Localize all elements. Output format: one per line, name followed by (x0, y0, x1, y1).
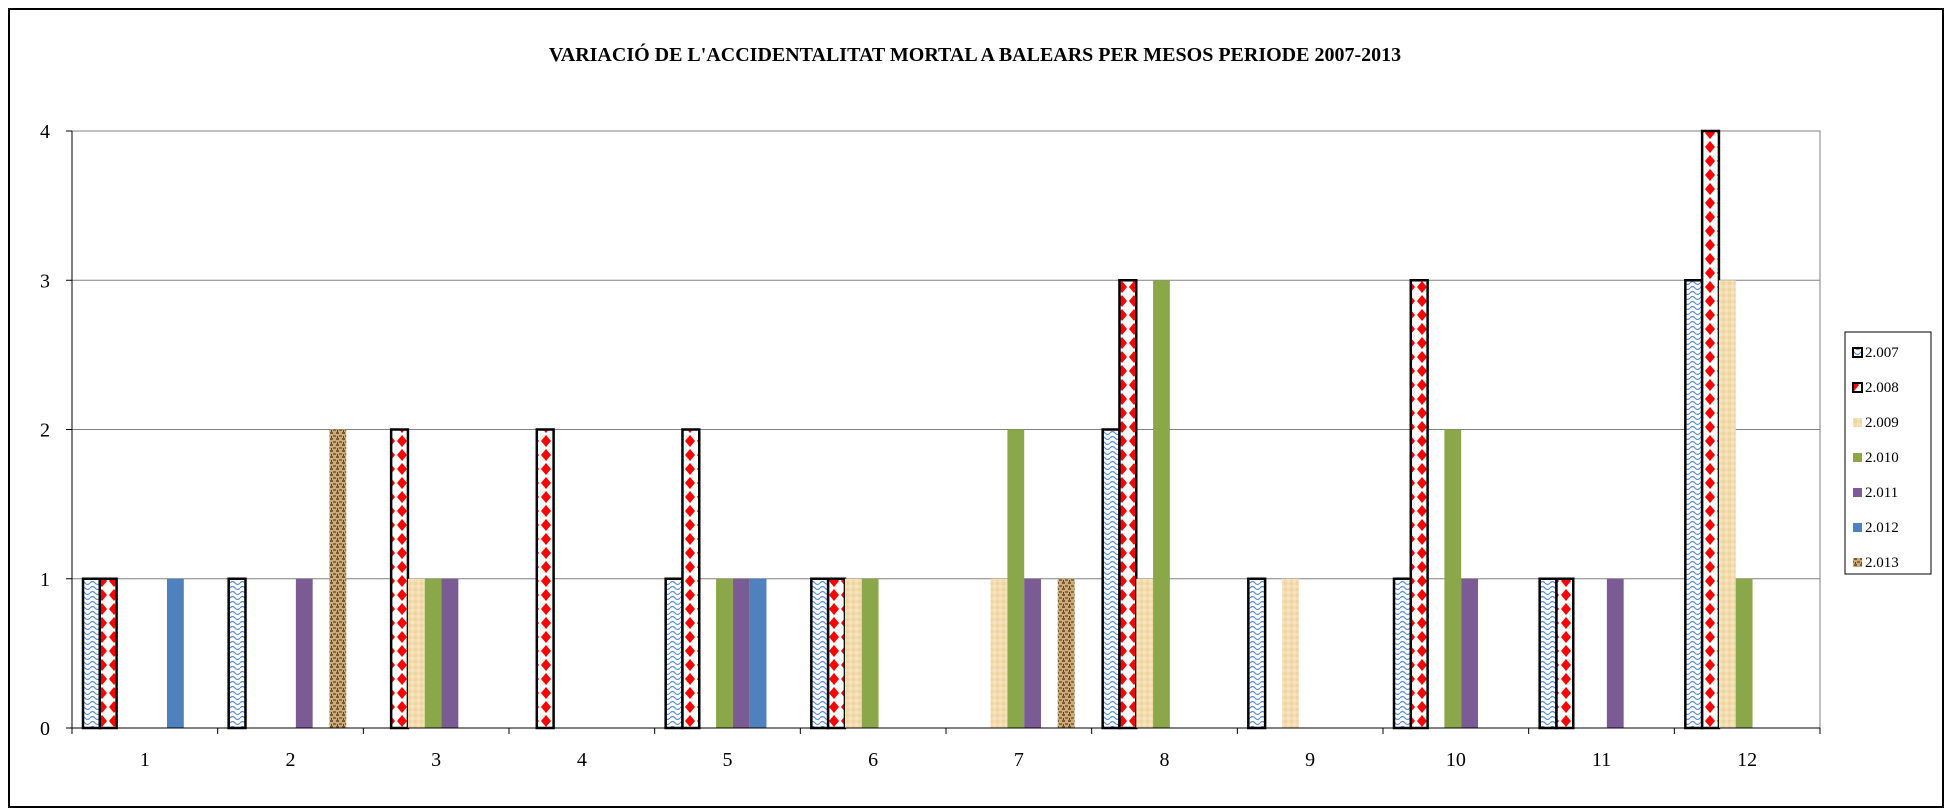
bar-2.009-9 (1281, 578, 1299, 728)
x-tick-label: 6 (868, 749, 878, 771)
legend-label-2.012: 2.012 (1865, 520, 1899, 536)
x-tick-label: 7 (1014, 749, 1024, 771)
bar-2.011-3 (441, 578, 459, 728)
legend-label-2.007: 2.007 (1865, 345, 1899, 361)
x-tick-label: 12 (1737, 749, 1757, 771)
legend-swatch-2.012 (1853, 523, 1862, 532)
bar-2.007-11 (1538, 577, 1558, 730)
bar-2.012-1 (167, 578, 184, 728)
x-tick-label: 9 (1305, 749, 1315, 771)
chart-title: VARIACIÓ DE L'ACCIDENTALITAT MORTAL A BA… (548, 44, 1402, 66)
legend-label-2.011: 2.011 (1865, 485, 1898, 501)
x-tick-label: 8 (1160, 749, 1170, 771)
bar-2.013-7 (1057, 578, 1075, 728)
bar-2.013-2 (329, 429, 347, 728)
legend-swatch-2.013 (1853, 558, 1862, 567)
bar-2.011-5 (732, 578, 750, 728)
y-tick-label: 3 (40, 270, 50, 292)
legend-label-2.010: 2.010 (1865, 450, 1899, 466)
bar-2.007-12 (1684, 279, 1704, 730)
x-tick-label: 3 (431, 749, 441, 771)
y-tick-label: 2 (40, 420, 50, 442)
bar-2.010-3 (424, 578, 442, 728)
x-tick-label: 10 (1446, 749, 1466, 771)
legend-swatch-2.010 (1853, 453, 1862, 462)
bar-2.009-3 (407, 578, 425, 728)
bar-2.011-10 (1461, 578, 1478, 728)
bar-2.008-3 (389, 428, 410, 730)
bar-2.009-6 (844, 578, 862, 728)
legend-label-2.013: 2.013 (1865, 555, 1899, 571)
bar-2.010-5 (716, 578, 733, 728)
bar-2.007-5 (664, 577, 684, 730)
x-tick-label: 5 (723, 749, 733, 771)
y-tick-label: 4 (40, 121, 50, 143)
bar-2.007-2 (227, 577, 247, 730)
bar-2.010-10 (1444, 429, 1462, 728)
bar-2.009-12 (1718, 280, 1736, 728)
x-tick-label: 11 (1592, 749, 1611, 771)
bar-2.009-8 (1136, 578, 1154, 728)
bar-2.007-9 (1247, 577, 1267, 730)
x-tick-label: 4 (577, 749, 587, 771)
bar-2.008-5 (681, 428, 701, 730)
bar-2.010-8 (1153, 280, 1170, 728)
x-tick-label: 1 (140, 749, 150, 771)
bar-2.008-1 (98, 577, 118, 730)
bar-2.009-7 (990, 578, 1008, 728)
bar-2.012-5 (749, 578, 767, 728)
y-tick-label: 0 (40, 718, 50, 740)
legend-label-2.009: 2.009 (1865, 415, 1899, 431)
legend-swatch-2.009 (1853, 418, 1862, 427)
y-tick-label: 1 (40, 569, 50, 591)
bar-2.008-10 (1409, 279, 1429, 730)
bar-2.008-8 (1118, 279, 1138, 730)
legend-swatch-2.011 (1853, 488, 1862, 497)
x-tick-label: 2 (286, 749, 296, 771)
legend-swatch-2.007 (1852, 347, 1863, 358)
bar-2.010-12 (1735, 578, 1753, 728)
legend-label-2.008: 2.008 (1865, 380, 1899, 396)
bar-2.008-12 (1700, 129, 1721, 730)
bar-2.010-6 (861, 578, 879, 728)
legend-swatch-2.008 (1852, 382, 1863, 393)
bar-2.010-7 (1007, 429, 1025, 728)
bar-2.011-2 (295, 578, 313, 728)
bar-2.007-10 (1392, 577, 1413, 730)
bar-2.007-1 (81, 577, 102, 730)
bar-2.011-7 (1024, 578, 1041, 728)
bar-2.008-4 (535, 428, 555, 730)
bar-2.008-11 (1555, 577, 1575, 730)
bar-2.007-8 (1101, 428, 1121, 730)
bar-2.008-6 (826, 577, 847, 730)
bar-2.007-6 (810, 577, 830, 730)
bar-2.011-11 (1606, 578, 1624, 728)
